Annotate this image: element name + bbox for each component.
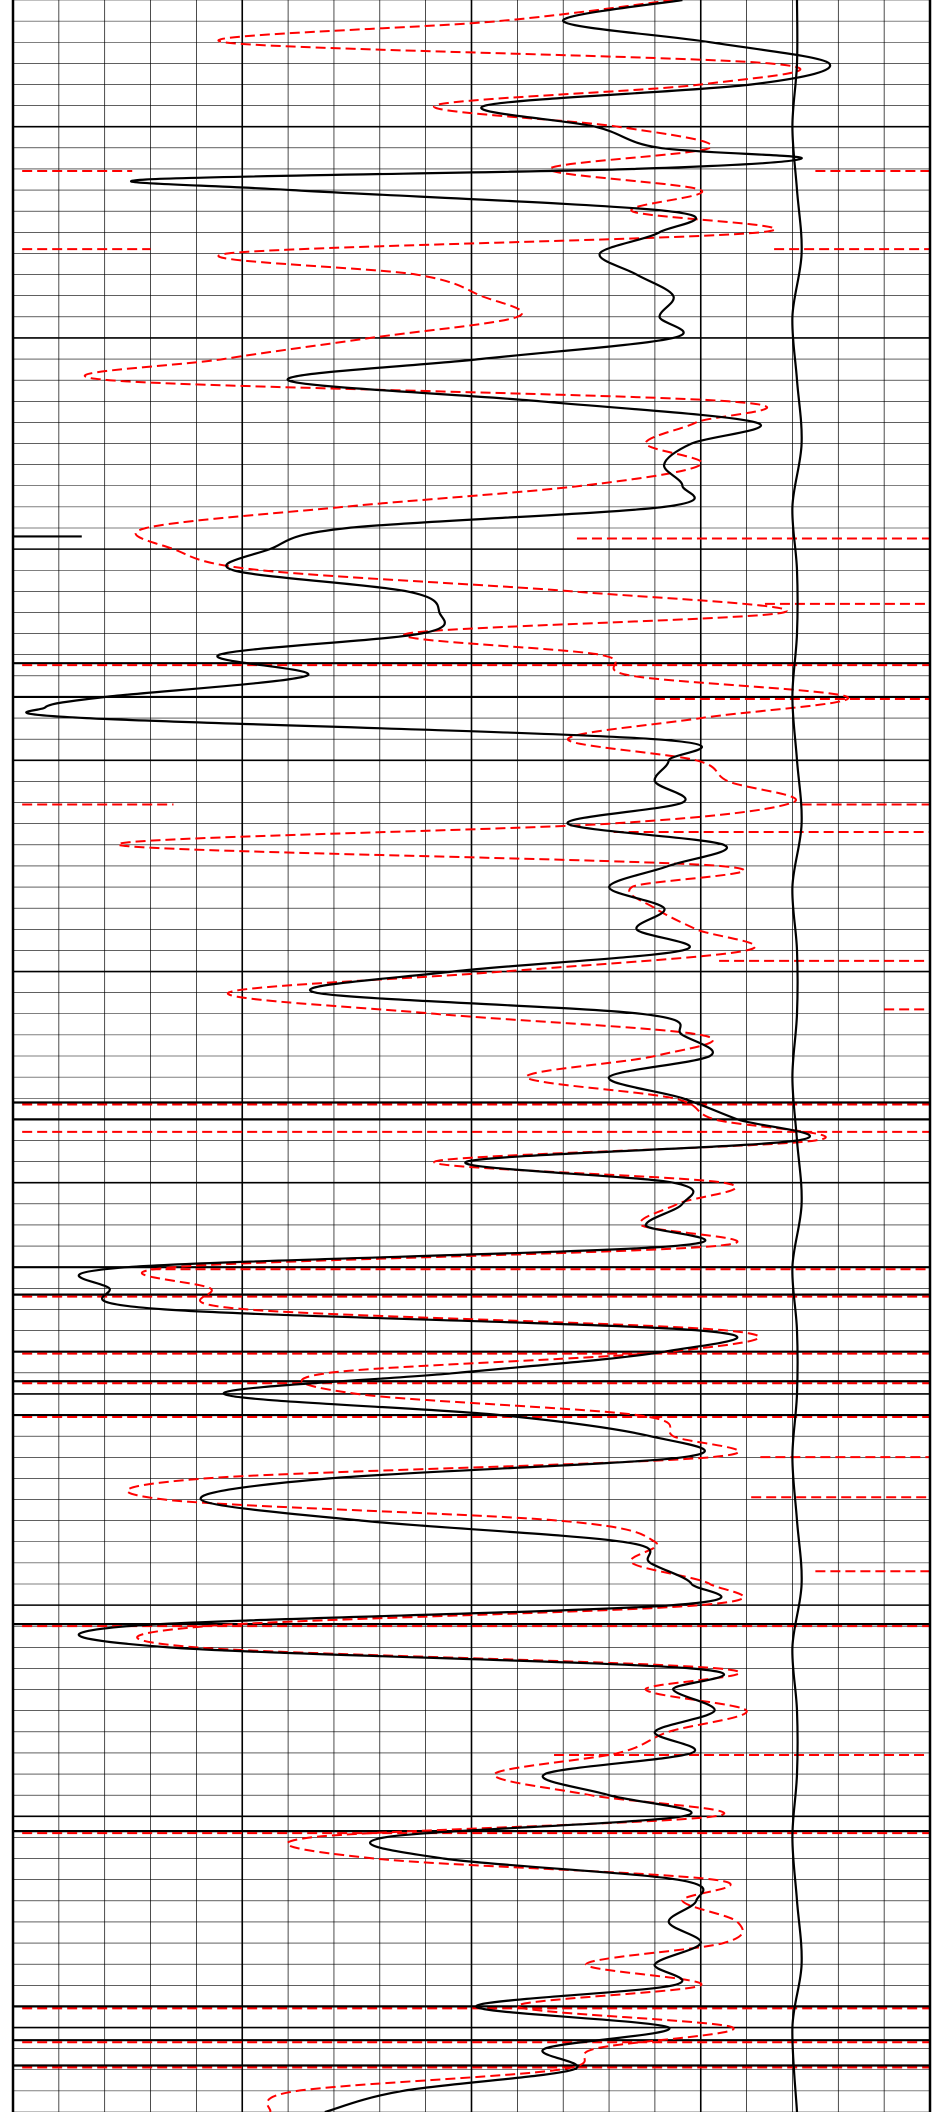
plot-frame (11, 0, 932, 2112)
curves (25, 0, 850, 2112)
grid (12, 0, 931, 2112)
solid-black-curve (791, 0, 803, 2112)
dashed-red-curve (84, 0, 850, 2112)
solid-black-curve (25, 0, 832, 2112)
spike-lines (13, 169, 930, 2069)
